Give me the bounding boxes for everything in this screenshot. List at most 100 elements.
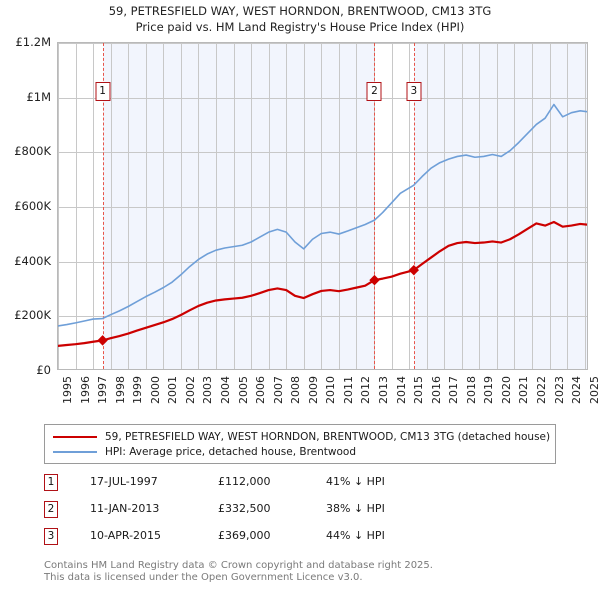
x-axis-tick-label: 2007 xyxy=(271,376,285,404)
y-axis-tick-label: £1M xyxy=(26,89,51,104)
gridline-horizontal xyxy=(58,207,587,208)
sale-date: 11-JAN-2013 xyxy=(90,502,160,515)
x-axis-tick-label: 1999 xyxy=(131,376,145,404)
x-axis-tick-label: 2002 xyxy=(183,376,197,404)
gridline-vertical xyxy=(269,43,270,369)
sale-hpi-delta: 38% ↓ HPI xyxy=(326,502,385,515)
gridline-vertical xyxy=(321,43,322,369)
table-row[interactable]: 3 10-APR-2015 £369,000 44% ↓ HPI xyxy=(44,526,564,553)
x-axis-tick-label: 2000 xyxy=(148,376,162,404)
x-axis-tick-label: 2018 xyxy=(464,376,478,404)
gridline-vertical xyxy=(444,43,445,369)
gridline-vertical xyxy=(532,43,533,369)
sale-point-marker[interactable] xyxy=(408,264,420,276)
sale-index-badge: 2 xyxy=(44,501,58,518)
x-axis-tick-label: 2003 xyxy=(201,376,215,404)
gridline-vertical xyxy=(550,43,551,369)
gridline-vertical xyxy=(163,43,164,369)
gridline-vertical xyxy=(339,43,340,369)
x-axis-tick-label: 2014 xyxy=(394,376,408,404)
x-axis-tick-label: 2016 xyxy=(429,376,443,404)
x-axis-labels: 1995 1996 1997 1998 1999 2000 2001 2002 2003 2004… xyxy=(0,374,600,420)
sale-marker-box[interactable]: 3 xyxy=(406,82,422,101)
sale-point-marker[interactable] xyxy=(369,274,380,286)
x-axis-tick-label: 2020 xyxy=(499,376,513,404)
gridline-horizontal xyxy=(58,98,587,99)
gridline-vertical xyxy=(304,43,305,369)
sale-date: 17-JUL-1997 xyxy=(90,475,158,488)
series-line-price-paid xyxy=(58,220,587,347)
gridline-vertical xyxy=(514,43,515,369)
gridline-vertical xyxy=(128,43,129,369)
table-row[interactable]: 1 17-JUL-1997 £112,000 41% ↓ HPI xyxy=(44,472,564,499)
sale-price: £332,500 xyxy=(218,502,271,515)
legend-label-price-paid: 59, PETRESFIELD WAY, WEST HORNDON, BRENT… xyxy=(105,430,551,443)
x-axis-tick-label: 2008 xyxy=(289,376,303,404)
x-axis-tick-label: 2021 xyxy=(517,376,531,404)
legend-swatch-red-icon xyxy=(53,435,97,438)
x-axis-tick-label: 2015 xyxy=(412,376,426,404)
y-axis-tick-label: £1.2M xyxy=(15,35,51,49)
sale-point-marker[interactable] xyxy=(97,335,108,346)
sale-event-line xyxy=(413,43,415,369)
gridline-vertical xyxy=(427,43,428,369)
gridline-vertical xyxy=(181,43,182,369)
x-axis-tick-label: 2011 xyxy=(341,376,355,404)
y-axis-tick-label: £200K xyxy=(14,308,51,323)
gridline-vertical xyxy=(479,43,480,369)
legend-item-hpi: HPI: Average price, detached house, Bren… xyxy=(51,444,549,459)
sale-price: £112,000 xyxy=(218,475,271,488)
x-axis-tick-label: 1996 xyxy=(78,376,92,404)
chart-legend: 59, PETRESFIELD WAY, WEST HORNDON, BRENT… xyxy=(44,424,556,464)
gridline-horizontal xyxy=(58,316,587,317)
gridline-vertical xyxy=(216,43,217,369)
footer-line-copyright: Contains HM Land Registry data © Crown c… xyxy=(44,560,433,571)
sale-event-line xyxy=(374,43,376,369)
x-axis-tick-label: 1998 xyxy=(113,376,127,404)
gridline-vertical xyxy=(146,43,147,369)
gridline-vertical xyxy=(234,43,235,369)
gridline-vertical xyxy=(76,43,77,369)
x-axis-tick-label: 2013 xyxy=(376,376,390,404)
gridline-vertical xyxy=(58,43,59,369)
legend-item-price-paid: 59, PETRESFIELD WAY, WEST HORNDON, BRENT… xyxy=(51,429,551,444)
gridline-vertical xyxy=(93,43,94,369)
x-axis-tick-label: 2004 xyxy=(218,376,232,404)
sale-marker-box[interactable]: 1 xyxy=(95,82,111,101)
gridline-vertical xyxy=(497,43,498,369)
gridline-vertical xyxy=(111,43,112,369)
x-axis-tick-label: 2024 xyxy=(570,376,584,404)
title-address: 59, PETRESFIELD WAY, WEST HORNDON, BRENT… xyxy=(108,4,492,18)
series-lines xyxy=(58,103,587,347)
table-row[interactable]: 2 11-JAN-2013 £332,500 38% ↓ HPI xyxy=(44,499,564,526)
sale-price: £369,000 xyxy=(218,529,271,542)
x-axis-tick-label: 2001 xyxy=(166,376,180,404)
sale-index-badge: 3 xyxy=(44,528,58,545)
sales-table: 1 17-JUL-1997 £112,000 41% ↓ HPI 2 11-JA… xyxy=(44,472,564,553)
gridline-horizontal xyxy=(58,152,587,153)
x-axis-tick-label: 1995 xyxy=(61,376,74,404)
plot-area: 1 2 3 xyxy=(57,42,588,370)
gridline-vertical xyxy=(585,43,586,369)
gridline-vertical xyxy=(198,43,199,369)
y-axis-tick-label: £600K xyxy=(14,199,51,213)
legend-swatch-blue-icon xyxy=(53,450,97,453)
x-axis-tick-label: 2022 xyxy=(534,376,548,404)
x-axis-tick-label: 2009 xyxy=(306,376,320,404)
x-axis-tick-label: 2012 xyxy=(359,376,373,404)
gridline-horizontal xyxy=(58,43,587,44)
gridline-vertical xyxy=(286,43,287,369)
footer-attribution: Contains HM Land Registry data © Crown c… xyxy=(44,560,584,584)
gridline-vertical xyxy=(392,43,393,369)
sale-event-line xyxy=(102,43,104,369)
legend-label-hpi: HPI: Average price, detached house, Bren… xyxy=(105,445,356,458)
x-axis-tick-label: 2023 xyxy=(552,376,566,404)
x-axis-tick-label: 2019 xyxy=(482,376,496,404)
x-axis-tick-label: 1997 xyxy=(96,376,110,404)
title-subtitle: Price paid vs. HM Land Registry's House … xyxy=(135,20,465,34)
y-axis-tick-label: £400K xyxy=(14,253,51,268)
shaded-period-band xyxy=(413,43,587,369)
sale-marker-box[interactable]: 2 xyxy=(366,82,382,101)
gridline-vertical xyxy=(462,43,463,369)
